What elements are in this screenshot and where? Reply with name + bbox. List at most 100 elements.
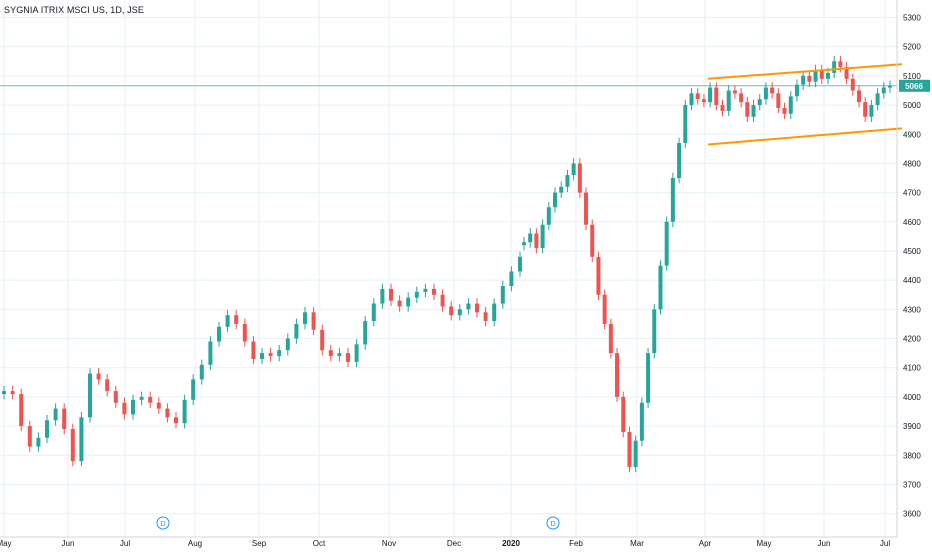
candle-body (571, 163, 576, 176)
candle-body (217, 326, 221, 342)
candle-body (664, 221, 669, 266)
candle-body (714, 87, 719, 106)
candle-body (320, 329, 325, 351)
candle-body (191, 379, 196, 400)
candle-body (615, 353, 620, 397)
candle-body (776, 93, 781, 108)
candle-body (2, 391, 6, 394)
candle-body (294, 323, 299, 339)
candle-body (621, 396, 626, 432)
candle-body (813, 70, 818, 82)
candle-body (726, 90, 731, 111)
candle-body (199, 364, 204, 380)
x-tick-label: 2020 (502, 539, 520, 548)
x-tick-label: Jun (818, 539, 831, 548)
candle-body (208, 341, 213, 365)
candle-body (825, 72, 830, 79)
candle-body (577, 163, 582, 193)
y-tick-label: 4400 (903, 276, 921, 285)
candle-body (380, 288, 385, 304)
y-tick-label: 4200 (903, 335, 921, 344)
y-tick-label: 5100 (903, 72, 921, 81)
candle-body (751, 105, 756, 117)
candle-body (602, 294, 607, 324)
candle-body (763, 87, 768, 100)
candle-body (832, 61, 837, 73)
candle-body (363, 321, 368, 345)
candle-body (553, 192, 558, 208)
y-tick-label: 4000 (903, 393, 921, 402)
candle-body (79, 417, 84, 462)
candle-body (466, 303, 471, 310)
y-tick-label: 5300 (903, 14, 921, 23)
y-tick-label: 4700 (903, 189, 921, 198)
candle-body (683, 105, 688, 144)
candle-body (590, 224, 595, 257)
candle-body (770, 87, 775, 94)
candle-body (234, 315, 239, 324)
candle-body (483, 312, 488, 322)
dividend-marker (156, 516, 170, 530)
candle-body (148, 396, 153, 403)
candle-body (888, 85, 892, 88)
candle-body (354, 344, 359, 362)
candle-body (105, 379, 110, 392)
candle-body (677, 143, 682, 179)
x-tick-label: Dec (447, 539, 461, 548)
channel-lower-line (707, 127, 903, 146)
candle-body (346, 353, 350, 362)
candle-body (807, 75, 812, 82)
candle-body (182, 399, 187, 424)
candle-body (337, 353, 342, 357)
candle-body (534, 233, 539, 249)
y-tick-label: 4600 (903, 218, 921, 227)
channel-upper-line (707, 63, 903, 80)
x-tick-label: Nov (382, 539, 396, 548)
candle-body (423, 288, 428, 292)
x-tick-label: Feb (569, 539, 583, 548)
dividend-marker-label: D (160, 521, 165, 528)
candle-body (838, 61, 843, 68)
candle-body (500, 286, 505, 304)
candle-body (596, 256, 601, 295)
trendlines (0, 63, 903, 146)
candle-body (633, 440, 638, 467)
candle-body (165, 408, 170, 418)
x-tick-label: Sep (252, 539, 267, 548)
candle-body (440, 294, 445, 307)
candle-body (881, 87, 886, 94)
candle-body (701, 99, 706, 103)
candle-body (869, 105, 874, 117)
candle-body (371, 303, 376, 322)
x-tick-label: Jun (62, 539, 75, 548)
y-tick-label: 4500 (903, 247, 921, 256)
candle-body (856, 90, 861, 103)
last-price-badge (899, 79, 930, 92)
candle-body (36, 437, 41, 447)
chart-title: SYGNIA ITRIX MSCI US, 1D, JSE (4, 5, 144, 15)
candle-body (303, 312, 307, 324)
candle-body (53, 408, 58, 421)
candle-body (708, 87, 713, 103)
candle-body (745, 102, 750, 117)
y-tick-label: 3600 (903, 510, 921, 519)
candle-body (639, 402, 644, 441)
candle-body (328, 350, 333, 357)
last-price-label: 5066 (905, 82, 923, 91)
candle-body (389, 288, 393, 301)
candle-body (62, 408, 67, 430)
candle-body (449, 306, 454, 316)
candle-body (757, 99, 762, 106)
y-tick-label: 5200 (903, 43, 921, 52)
dividend-marker-label: D (550, 521, 555, 528)
candle-body (801, 75, 806, 85)
candle-body (432, 288, 436, 295)
candle-body (268, 353, 273, 357)
x-tick-label: Jul (120, 539, 130, 548)
candle-body (475, 303, 479, 313)
y-tick-label: 3900 (903, 422, 921, 431)
